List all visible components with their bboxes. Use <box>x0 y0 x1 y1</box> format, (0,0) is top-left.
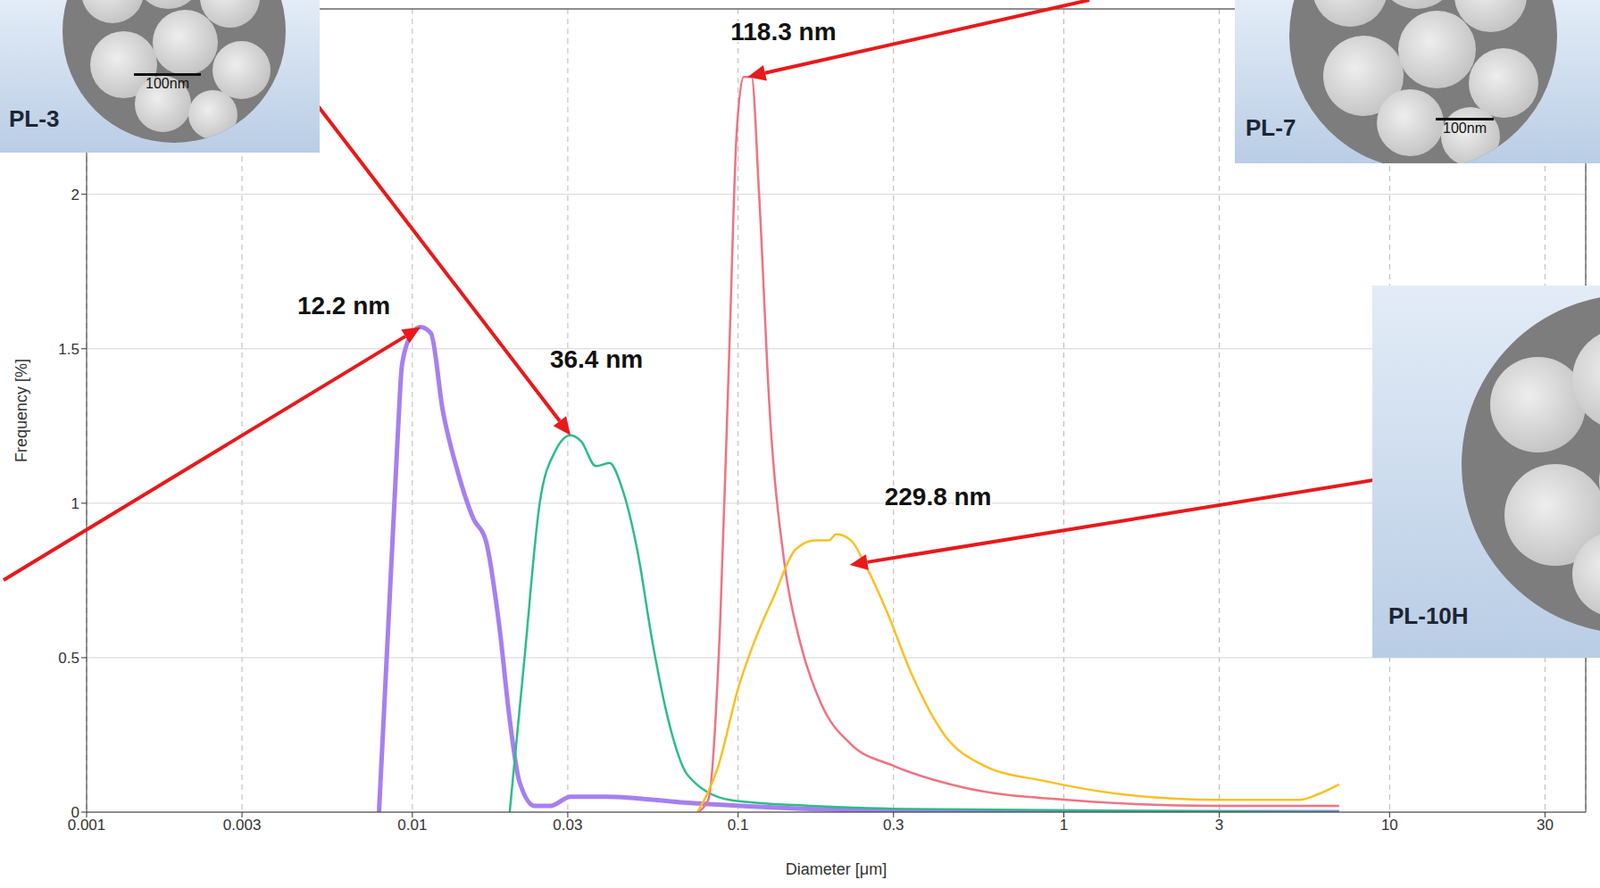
svg-text:0.1: 0.1 <box>727 816 750 834</box>
svg-text:0.001: 0.001 <box>67 817 106 835</box>
svg-text:12.2 nm: 12.2 nm <box>297 291 391 320</box>
svg-text:0: 0 <box>71 804 80 822</box>
svg-text:0.003: 0.003 <box>223 816 262 834</box>
svg-text:3: 3 <box>1215 816 1224 834</box>
svg-text:0.5: 0.5 <box>58 650 80 667</box>
html-text:PL-10H: PL-10H <box>1388 602 1469 630</box>
html-text:PL-7: PL-7 <box>1245 114 1296 142</box>
svg-text:0.03: 0.03 <box>552 816 583 834</box>
svg-text:36.4 nm: 36.4 nm <box>550 345 643 374</box>
svg-text:229.8 nm: 229.8 nm <box>884 483 992 511</box>
html-text:100nm: 100nm <box>1442 120 1487 136</box>
svg-text:0.01: 0.01 <box>397 816 427 834</box>
html-text:PL-3: PL-3 <box>8 105 60 133</box>
svg-text:2: 2 <box>71 186 80 204</box>
svg-text:1: 1 <box>1059 816 1068 834</box>
svg-text:30: 30 <box>1536 816 1554 834</box>
svg-text:1.5: 1.5 <box>58 341 80 359</box>
svg-text:Diameter [μm]: Diameter [μm] <box>785 860 887 879</box>
svg-text:10: 10 <box>1381 816 1399 834</box>
svg-text:Frequency [%]: Frequency [%] <box>12 358 31 463</box>
svg-text:0.3: 0.3 <box>883 816 905 834</box>
svg-text:1: 1 <box>71 495 80 513</box>
html-text:100nm: 100nm <box>145 75 190 92</box>
svg-text:118.3 nm: 118.3 nm <box>730 17 836 46</box>
